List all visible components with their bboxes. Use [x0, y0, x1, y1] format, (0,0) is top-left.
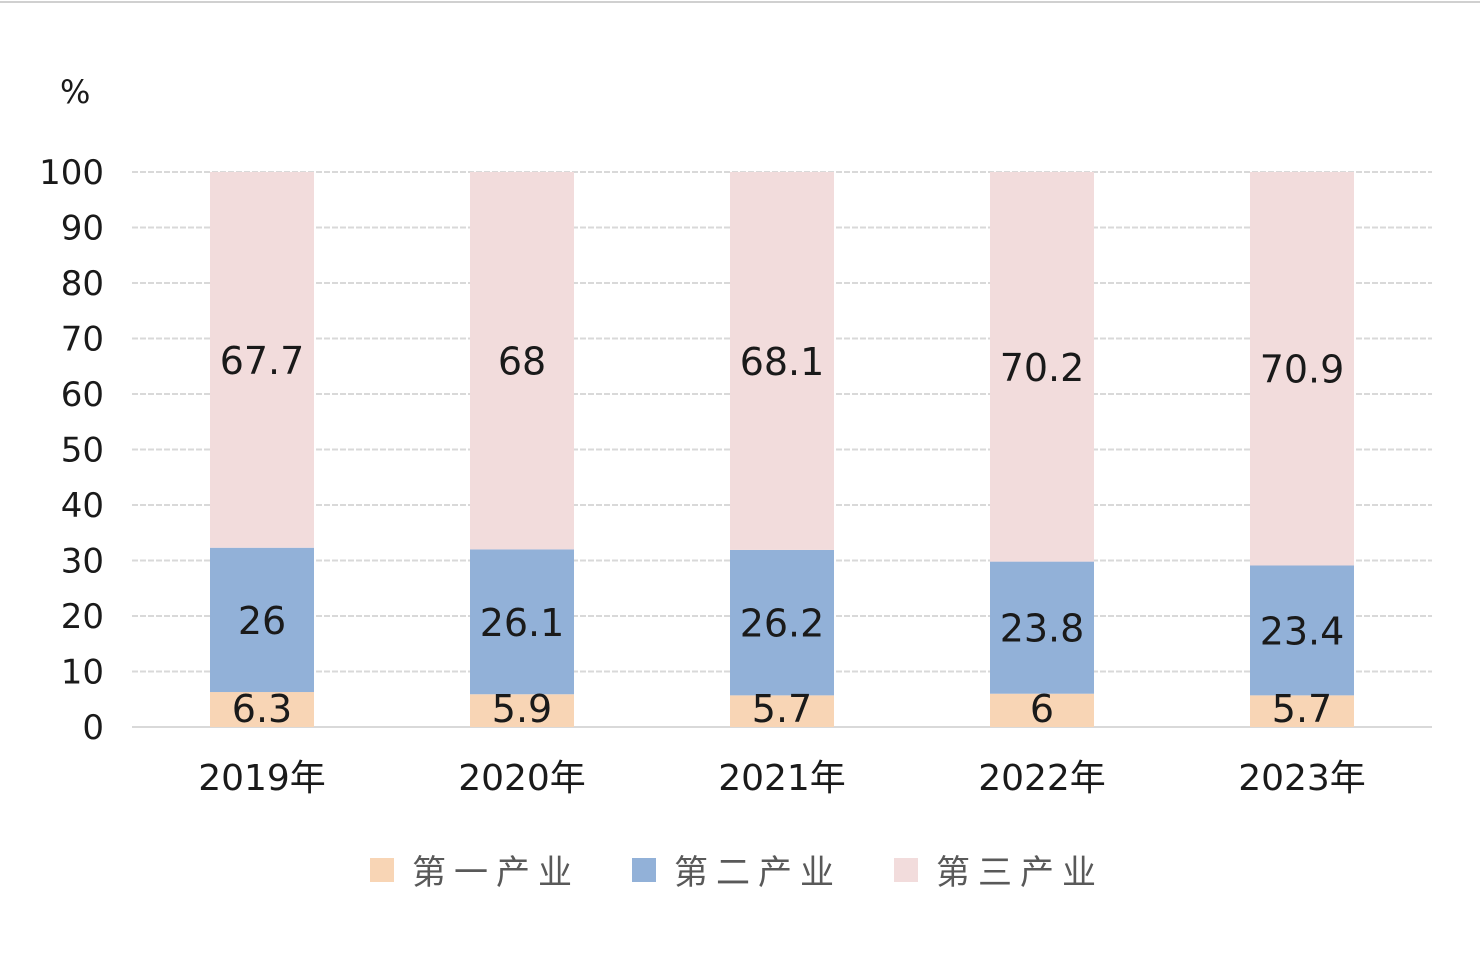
legend-label: 第二产业 [674, 853, 842, 893]
data-label: 70.9 [1260, 348, 1345, 392]
data-label: 26 [238, 599, 286, 643]
data-label: 23.8 [1000, 607, 1085, 651]
y-tick-label: 10 [61, 653, 104, 693]
x-category-label: 2021年 [718, 758, 846, 799]
legend-label: 第三产业 [936, 853, 1104, 893]
data-label: 5.7 [1272, 687, 1332, 731]
data-label: 26.2 [740, 602, 825, 646]
y-tick-label: 70 [61, 320, 104, 360]
y-tick-label: 0 [82, 708, 104, 748]
bar-segment [470, 694, 574, 727]
legend-swatch [894, 858, 918, 882]
y-axis-unit-label: % [60, 73, 90, 111]
x-category-label: 2022年 [978, 758, 1106, 799]
bar-segment [990, 172, 1094, 562]
bar-segment [730, 695, 834, 727]
y-tick-label: 60 [61, 375, 104, 415]
y-tick-label: 20 [61, 597, 104, 637]
bar-segment [470, 549, 574, 695]
bar-segment [210, 172, 314, 548]
data-label: 68 [498, 340, 546, 384]
bar-segment [990, 693, 1094, 727]
bar-segment [730, 172, 834, 550]
bars [210, 172, 1354, 727]
data-label: 6 [1030, 687, 1054, 731]
y-axis-ticks: 0 10 20 30 40 50 60 70 80 90 100 [39, 153, 104, 748]
legend-label: 第一产业 [412, 853, 580, 893]
y-tick-label: 90 [61, 209, 104, 249]
x-category-label: 2019年 [198, 758, 326, 799]
data-label: 67.7 [220, 339, 305, 383]
data-label: 5.7 [752, 687, 812, 731]
bar-segment [1250, 565, 1354, 696]
y-tick-label: 40 [61, 486, 104, 526]
bar-segment [470, 172, 574, 550]
data-label: 68.1 [740, 340, 825, 384]
data-label: 6.3 [232, 687, 292, 731]
y-tick-label: 80 [61, 264, 104, 304]
bar-segment [210, 692, 314, 727]
y-tick-label: 100 [39, 153, 104, 193]
data-label: 70.2 [1000, 346, 1085, 390]
bar-segment [210, 547, 314, 693]
data-label: 23.4 [1260, 609, 1345, 653]
data-labels: 6.3 26 67.7 5.9 26.1 68 5.7 26.2 68.1 6 23.8 70.2 5.… [220, 339, 1345, 731]
legend: 第一产业 第二产业 第三产业 [370, 853, 1104, 893]
data-label: 26.1 [480, 601, 565, 645]
x-category-label: 2023年 [1238, 758, 1366, 799]
legend-swatch [370, 858, 394, 882]
bar-segment [1250, 172, 1354, 566]
legend-swatch [632, 858, 656, 882]
x-category-label: 2020年 [458, 758, 586, 799]
x-axis-categories: 2019年 2020年 2021年 2022年 2023年 [198, 758, 1366, 799]
bar-segment [990, 561, 1094, 694]
data-label: 5.9 [492, 687, 552, 731]
bar-segment [730, 549, 834, 696]
bar-segment [1250, 695, 1354, 727]
y-tick-label: 50 [61, 431, 104, 471]
y-tick-label: 30 [61, 542, 104, 582]
